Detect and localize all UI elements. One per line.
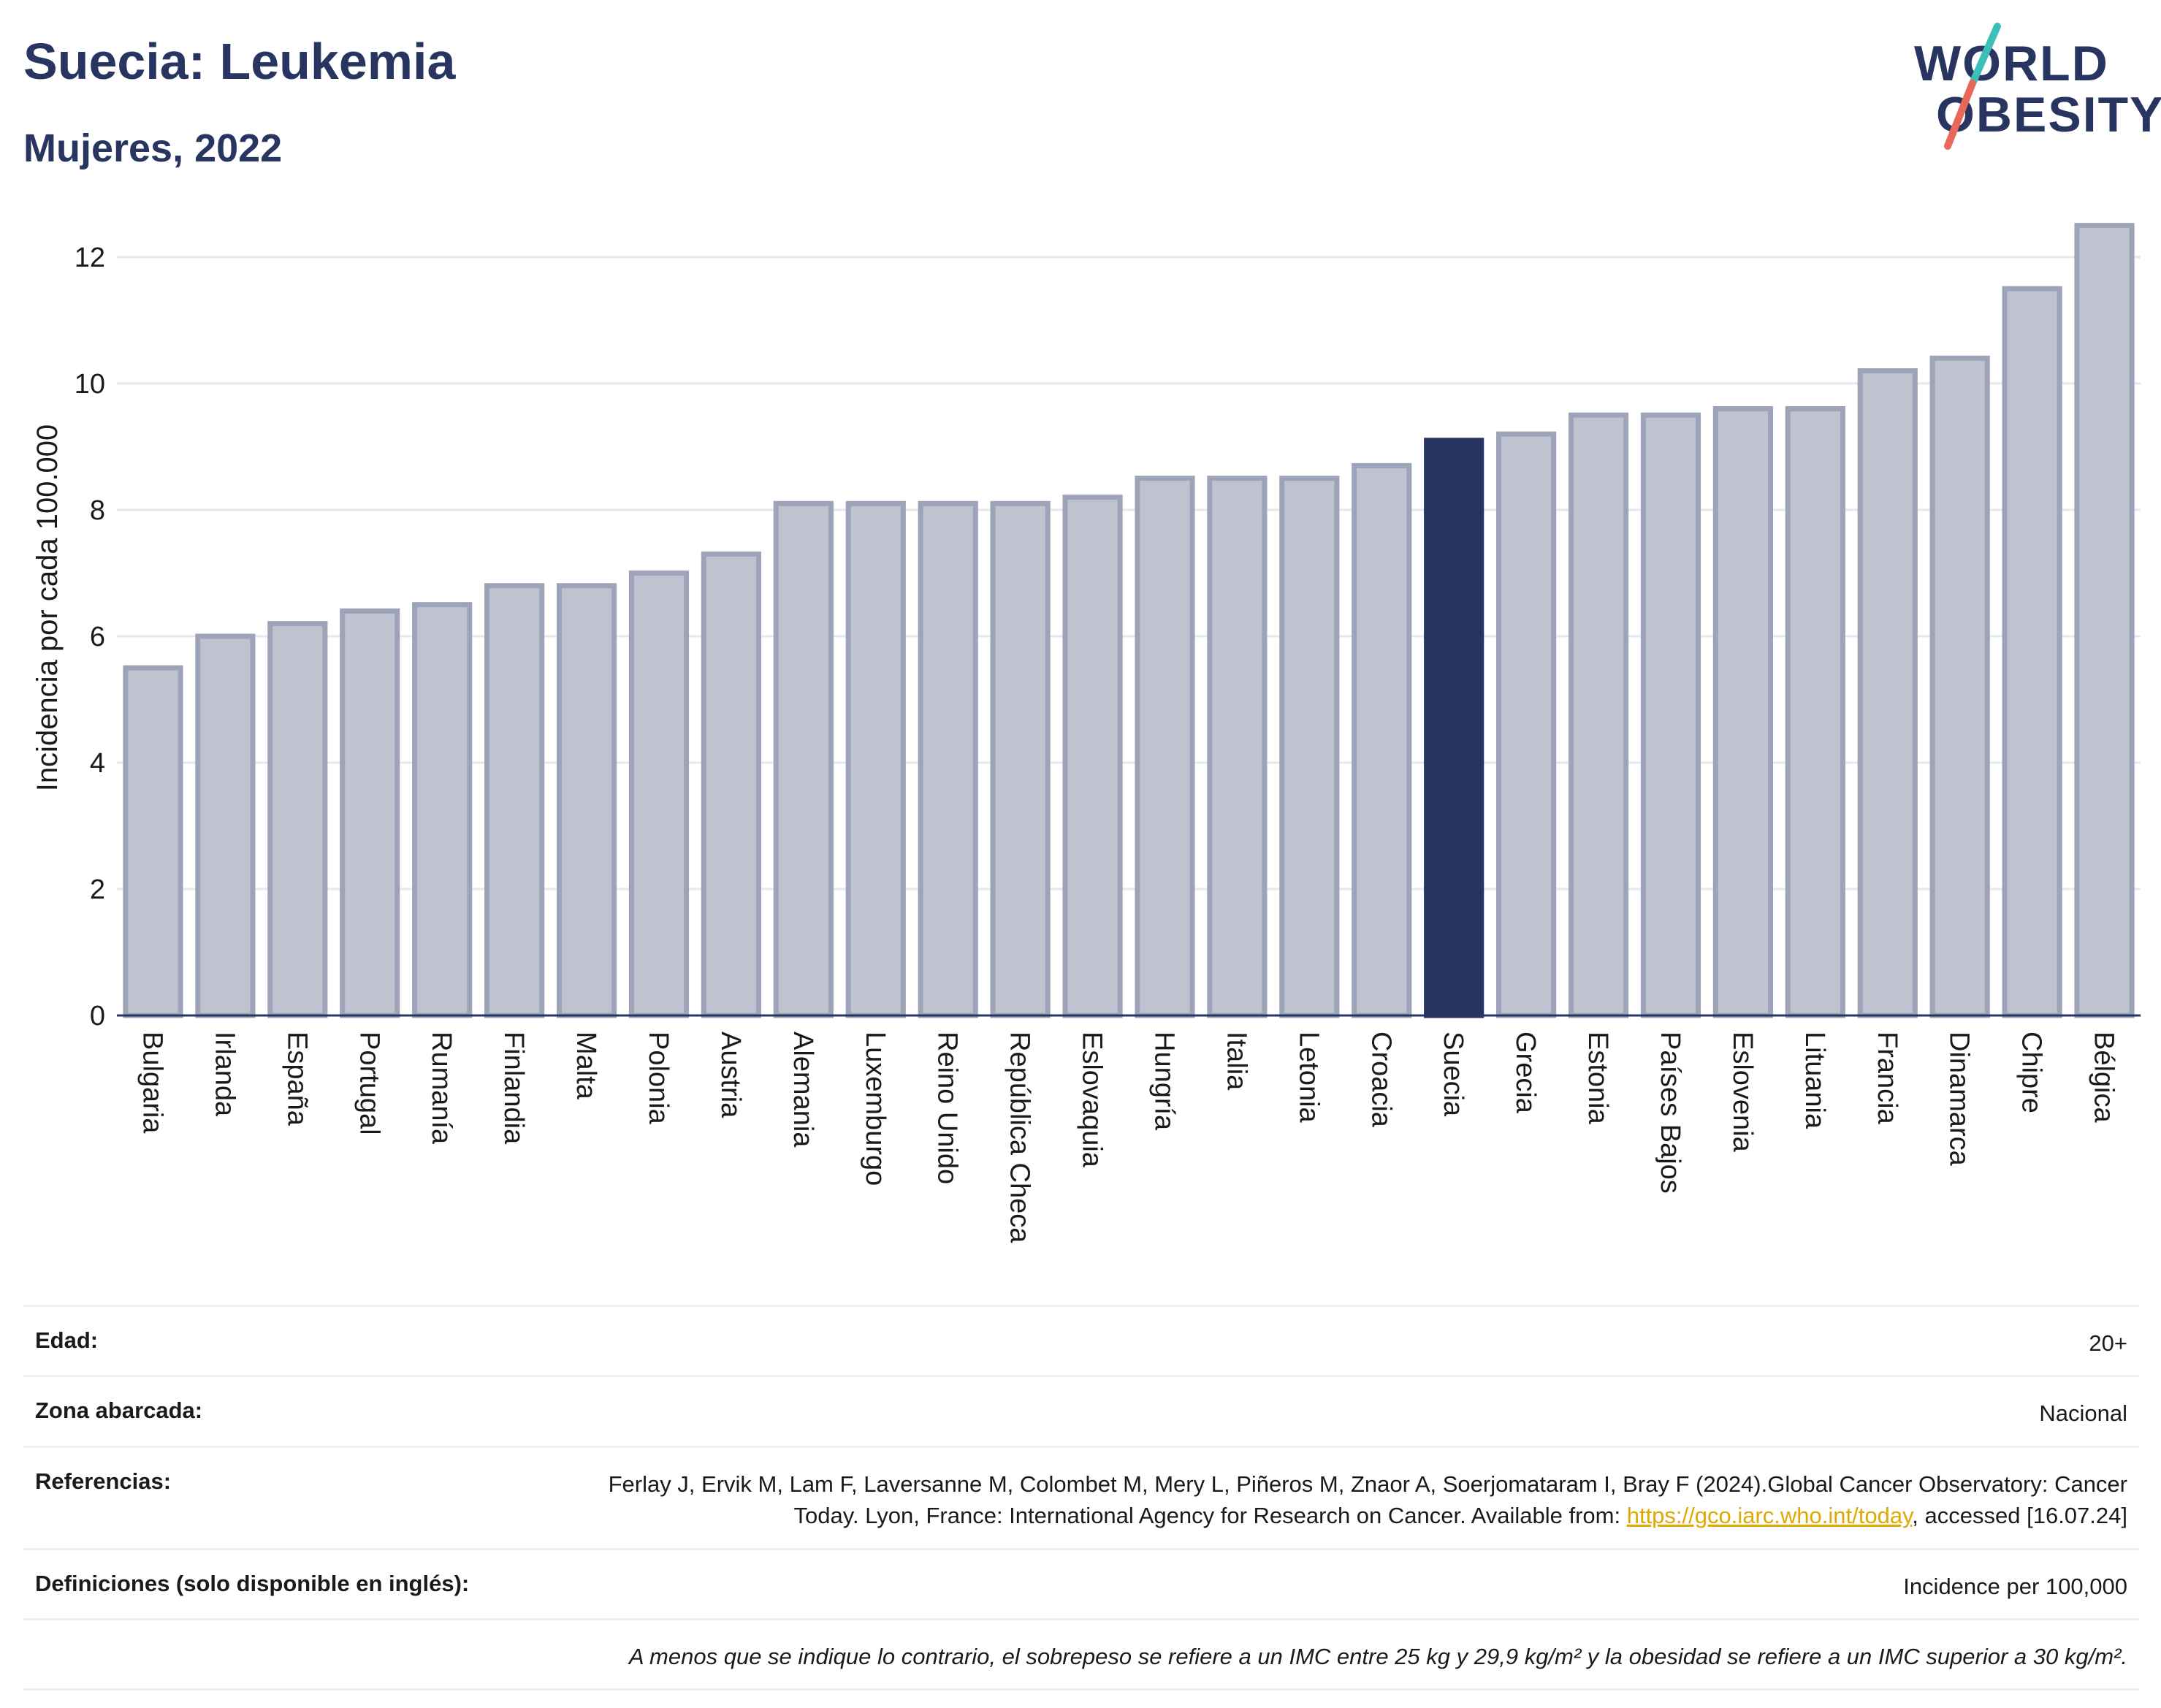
definitions-value: Incidence per 100,000: [1903, 1573, 2127, 1599]
info-row-age: Edad: 20+: [23, 1305, 2139, 1375]
y-tick-label: 8: [90, 495, 105, 526]
bar-hungría: [1135, 476, 1195, 1018]
world-obesity-logo: WORLD OBESITY: [1899, 20, 2161, 159]
references-value: Ferlay J, Ervik M, Lam F, Laversanne M, …: [593, 1468, 2127, 1532]
x-tick-label: Irlanda: [209, 1032, 240, 1117]
bar-irlanda: [195, 633, 256, 1018]
bar-grecia: [1496, 431, 1557, 1018]
x-tick-label: Suecia: [1438, 1032, 1468, 1117]
bar-rumanía: [412, 602, 473, 1018]
page-subtitle: Mujeres, 2022: [23, 126, 283, 170]
age-value: 20+: [2089, 1330, 2127, 1356]
x-tick-label: Dinamarca: [1944, 1032, 1975, 1167]
footnote: A menos que se indique lo contrario, el …: [628, 1643, 2127, 1669]
bar-croacia: [1352, 462, 1412, 1018]
y-tick-label: 10: [75, 369, 105, 400]
logo-slash-icon: [1944, 23, 2001, 150]
x-tick-label: Bélgica: [2089, 1032, 2119, 1123]
bar-eslovaquia: [1062, 495, 1123, 1018]
x-tick-label: Hungría: [1148, 1032, 1179, 1131]
info-table: Edad: 20+ Zona abarcada: Nacional Refere…: [23, 1305, 2139, 1691]
x-tick-label: Eslovenia: [1727, 1032, 1758, 1153]
x-tick-label: Italia: [1221, 1032, 1251, 1091]
x-tick-label: Estonia: [1582, 1032, 1613, 1125]
bar-bélgica: [2074, 223, 2135, 1018]
y-tick-label: 0: [90, 1001, 105, 1032]
logo-line-2: OBESITY: [1936, 87, 2161, 142]
x-tick-label: Grecia: [1510, 1032, 1541, 1114]
y-tick-label: 2: [90, 874, 105, 905]
bar-alemania: [773, 500, 834, 1018]
references-accessed: , accessed [16.07.24]: [1912, 1503, 2127, 1529]
x-tick-label: Rumanía: [426, 1032, 457, 1145]
bar-malta: [556, 583, 617, 1018]
page-title: Suecia: Leukemia: [23, 33, 456, 90]
references-link[interactable]: https://gco.iarc.who.int/today: [1626, 1503, 1913, 1529]
x-tick-label: Finlandia: [498, 1032, 529, 1145]
x-tick-label: Alemania: [788, 1032, 818, 1148]
x-tick-label: Malta: [571, 1032, 601, 1100]
bar-portugal: [340, 608, 400, 1018]
x-tick-label: Chipre: [2016, 1032, 2047, 1113]
x-tick-label: Polonia: [643, 1032, 674, 1125]
bar-españa: [267, 621, 328, 1018]
area-value: Nacional: [2039, 1400, 2127, 1427]
info-row-note: A menos que se indique lo contrario, el …: [23, 1617, 2139, 1691]
bar-polonia: [628, 570, 690, 1018]
bar-bulgaria: [123, 665, 183, 1018]
bar-francia: [1857, 368, 1918, 1018]
y-axis-label: Incidencia por cada 100.000: [31, 424, 64, 792]
x-tick-label: Austria: [715, 1032, 746, 1118]
bar-luxemburgo: [845, 500, 906, 1018]
bar-chipre: [2002, 286, 2062, 1018]
bar-países-bajos: [1640, 412, 1701, 1018]
bar-eslovenia: [1712, 406, 1773, 1018]
info-row-definitions: Definiciones (solo disponible en inglés)…: [23, 1547, 2139, 1618]
x-tick-label: Portugal: [354, 1032, 384, 1135]
bar-dinamarca: [1929, 355, 1990, 1018]
x-tick-label: Bulgaria: [137, 1032, 167, 1134]
info-row-references: Referencias: Ferlay J, Ervik M, Lam F, L…: [23, 1445, 2139, 1548]
y-tick-label: 4: [90, 748, 105, 779]
bar-chart: 0 2 4 6 8 10 12 Bulgaria Irlanda España Portugal R…: [31, 223, 2141, 1243]
x-tick-label: Eslovaquia: [1077, 1032, 1108, 1168]
definitions-label: Definiciones (solo disponible en inglés)…: [35, 1570, 470, 1596]
info-row-area: Zona abarcada: Nacional: [23, 1375, 2139, 1445]
logo-line-1: WORLD: [1914, 36, 2109, 91]
x-tick-label: España: [281, 1032, 312, 1126]
references-text: Ferlay J, Ervik M, Lam F, Laversanne M, …: [608, 1471, 2127, 1529]
x-tick-label: Croacia: [1365, 1032, 1396, 1128]
references-label: Referencias:: [35, 1468, 172, 1494]
bar-austria: [701, 551, 761, 1018]
x-tick-label: Países Bajos: [1655, 1032, 1685, 1194]
x-tick-label: Lituania: [1799, 1032, 1830, 1129]
bar-reino-unido: [918, 500, 978, 1018]
bar-república-checa: [990, 500, 1051, 1018]
x-tick-label: Letonia: [1293, 1032, 1324, 1124]
x-tick-label: República Checa: [1005, 1032, 1035, 1243]
bar-lituania: [1785, 406, 1845, 1018]
x-axis-categories: Bulgaria Irlanda España Portugal Rumanía Finl…: [137, 1032, 2119, 1243]
x-tick-label: Reino Unido: [932, 1032, 963, 1184]
x-tick-label: Luxemburgo: [860, 1032, 891, 1186]
bar-suecia: [1424, 438, 1485, 1018]
y-axis-ticks: 0 2 4 6 8 10 12: [75, 243, 105, 1032]
bar-italia: [1207, 476, 1268, 1018]
area-label: Zona abarcada:: [35, 1398, 203, 1424]
age-label: Edad:: [35, 1327, 99, 1353]
y-tick-label: 12: [75, 243, 105, 273]
bars: [123, 223, 2135, 1018]
x-tick-label: Francia: [1872, 1032, 1902, 1125]
bar-estonia: [1568, 412, 1629, 1018]
bar-finlandia: [484, 583, 545, 1018]
bar-letonia: [1279, 476, 1340, 1018]
y-tick-label: 6: [90, 622, 105, 652]
